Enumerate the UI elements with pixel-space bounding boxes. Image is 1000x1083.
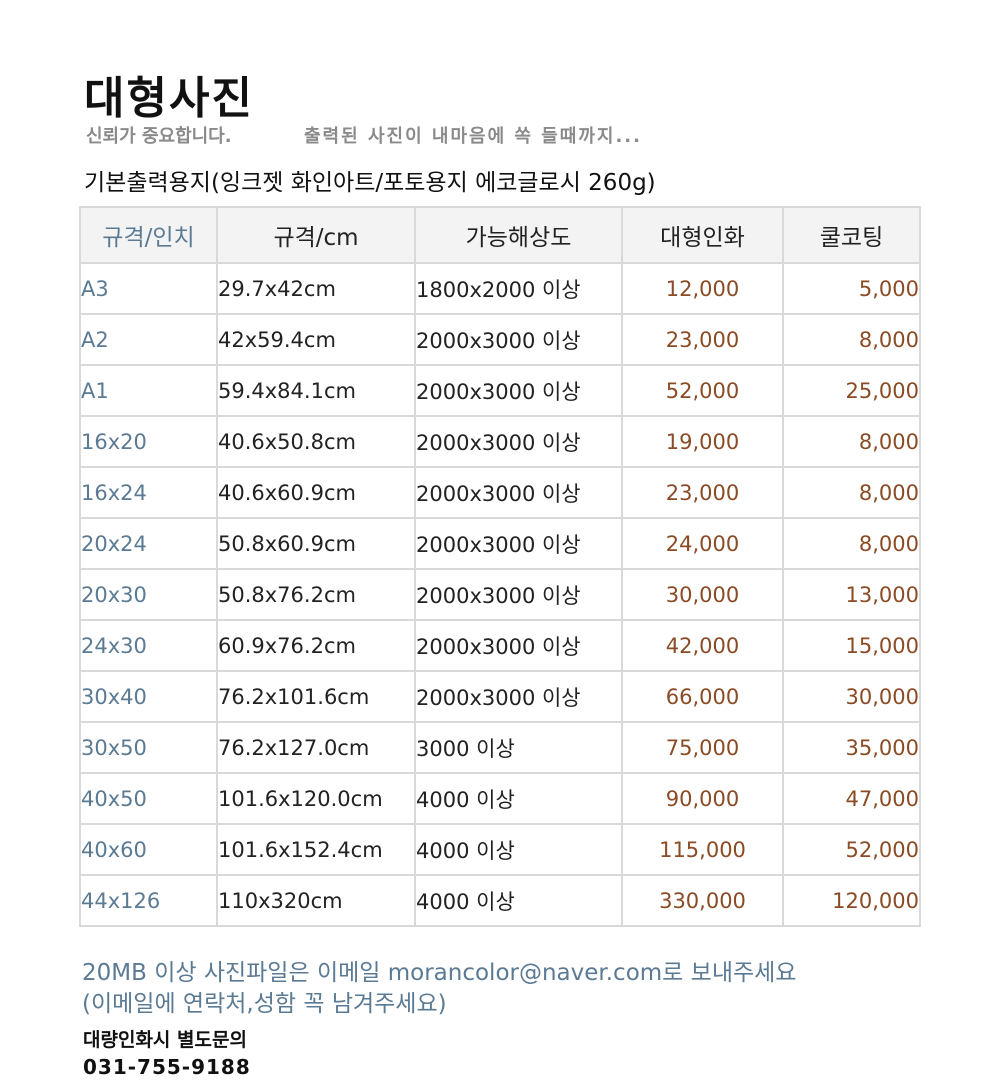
page-title: 대형사진 [84,73,254,124]
cell-size-cm: 59.4x84.1cm [216,364,416,417]
cell-resolution: 2000x3000 이상 [414,313,623,366]
header-coating-price: 쿨코팅 [782,206,921,264]
table-row: 20x24 50.8x60.9cm 2000x3000 이상 24,000 8,000 [79,517,921,570]
email-note-line2: (이메일에 연락처,성함 꼭 남겨주세요) [82,991,447,1017]
price-table-body: A3 29.7x42cm 1800x2000 이상 12,000 5,000 A2 42x5… [79,262,921,927]
cell-resolution: 4000 이상 [414,874,623,927]
cell-size-cm: 76.2x101.6cm [216,670,416,723]
cell-size-cm: 42x59.4cm [216,313,416,366]
email-note: 20MB 이상 사진파일은 이메일 morancolor@naver.com로 … [82,958,796,1020]
table-row: A2 42x59.4cm 2000x3000 이상 23,000 8,000 [79,313,921,366]
cell-coating-price: 47,000 [782,772,921,825]
cell-size-inch: A1 [79,364,218,417]
cell-resolution: 4000 이상 [414,823,623,876]
cell-resolution: 2000x3000 이상 [414,568,623,621]
cell-coating-price: 120,000 [782,874,921,927]
cell-coating-price: 8,000 [782,466,921,519]
cell-size-inch: 44x126 [79,874,218,927]
tagline-left: 신뢰가 중요합니다. [86,126,232,147]
cell-size-inch: 20x24 [79,517,218,570]
cell-print-price: 24,000 [621,517,784,570]
cell-coating-price: 25,000 [782,364,921,417]
cell-print-price: 330,000 [621,874,784,927]
cell-size-inch: A3 [79,262,218,315]
cell-size-inch: 40x50 [79,772,218,825]
cell-size-inch: 40x60 [79,823,218,876]
header-size-cm: 규격/cm [216,206,416,264]
table-row: 30x40 76.2x101.6cm 2000x3000 이상 66,000 30,00… [79,670,921,723]
cell-size-inch: 24x30 [79,619,218,672]
cell-coating-price: 15,000 [782,619,921,672]
price-table: 규격/인치 규격/cm 가능해상도 대형인화 쿨코팅 A3 29.7x42cm 18… [79,206,921,927]
cell-size-cm: 60.9x76.2cm [216,619,416,672]
cell-print-price: 23,000 [621,313,784,366]
table-row: 44x126 110x320cm 4000 이상 330,000 120,000 [79,874,921,927]
cell-size-inch: 30x50 [79,721,218,774]
cell-coating-price: 8,000 [782,313,921,366]
cell-coating-price: 8,000 [782,415,921,468]
cell-print-price: 115,000 [621,823,784,876]
cell-size-cm: 50.8x60.9cm [216,517,416,570]
cell-print-price: 90,000 [621,772,784,825]
phone-number: 031-755-9188 [83,1055,251,1079]
header-size-inch: 규격/인치 [79,206,218,264]
cell-print-price: 66,000 [621,670,784,723]
cell-coating-price: 52,000 [782,823,921,876]
table-row: 40x60 101.6x152.4cm 4000 이상 115,000 52,000 [79,823,921,876]
cell-resolution: 3000 이상 [414,721,623,774]
cell-size-inch: 20x30 [79,568,218,621]
cell-resolution: 4000 이상 [414,772,623,825]
cell-size-inch: 16x24 [79,466,218,519]
cell-coating-price: 8,000 [782,517,921,570]
cell-print-price: 12,000 [621,262,784,315]
cell-print-price: 19,000 [621,415,784,468]
table-row: 24x30 60.9x76.2cm 2000x3000 이상 42,000 15,000 [79,619,921,672]
cell-coating-price: 13,000 [782,568,921,621]
cell-resolution: 2000x3000 이상 [414,619,623,672]
cell-size-cm: 40.6x50.8cm [216,415,416,468]
header-resolution: 가능해상도 [414,206,623,264]
cell-print-price: 42,000 [621,619,784,672]
cell-print-price: 30,000 [621,568,784,621]
table-row: 16x24 40.6x60.9cm 2000x3000 이상 23,000 8,000 [79,466,921,519]
table-row: 30x50 76.2x127.0cm 3000 이상 75,000 35,000 [79,721,921,774]
cell-size-inch: A2 [79,313,218,366]
bulk-note: 대량인화시 별도문의 [83,1029,247,1051]
cell-size-cm: 29.7x42cm [216,262,416,315]
paper-info: 기본출력용지(잉크젯 화인아트/포토용지 에코글로시 260g) [84,170,656,196]
cell-print-price: 52,000 [621,364,784,417]
cell-size-cm: 40.6x60.9cm [216,466,416,519]
cell-coating-price: 5,000 [782,262,921,315]
cell-size-cm: 110x320cm [216,874,416,927]
table-row: A1 59.4x84.1cm 2000x3000 이상 52,000 25,000 [79,364,921,417]
cell-resolution: 2000x3000 이상 [414,517,623,570]
cell-resolution: 2000x3000 이상 [414,466,623,519]
table-row: 40x50 101.6x120.0cm 4000 이상 90,000 47,000 [79,772,921,825]
cell-size-cm: 101.6x152.4cm [216,823,416,876]
header-print-price: 대형인화 [621,206,784,264]
cell-resolution: 2000x3000 이상 [414,364,623,417]
cell-size-cm: 50.8x76.2cm [216,568,416,621]
cell-size-inch: 16x20 [79,415,218,468]
cell-print-price: 23,000 [621,466,784,519]
cell-resolution: 1800x2000 이상 [414,262,623,315]
cell-resolution: 2000x3000 이상 [414,415,623,468]
cell-size-cm: 101.6x120.0cm [216,772,416,825]
table-row: A3 29.7x42cm 1800x2000 이상 12,000 5,000 [79,262,921,315]
tagline-right: 출력된 사진이 내마음에 쏙 들때까지... [304,126,642,147]
cell-coating-price: 30,000 [782,670,921,723]
table-row: 16x20 40.6x50.8cm 2000x3000 이상 19,000 8,000 [79,415,921,468]
cell-size-inch: 30x40 [79,670,218,723]
cell-size-cm: 76.2x127.0cm [216,721,416,774]
cell-coating-price: 35,000 [782,721,921,774]
email-note-line1: 20MB 이상 사진파일은 이메일 morancolor@naver.com로 … [82,960,797,986]
cell-resolution: 2000x3000 이상 [414,670,623,723]
table-row: 20x30 50.8x76.2cm 2000x3000 이상 30,000 13,000 [79,568,921,621]
cell-print-price: 75,000 [621,721,784,774]
table-header-row: 규격/인치 규격/cm 가능해상도 대형인화 쿨코팅 [79,206,921,264]
